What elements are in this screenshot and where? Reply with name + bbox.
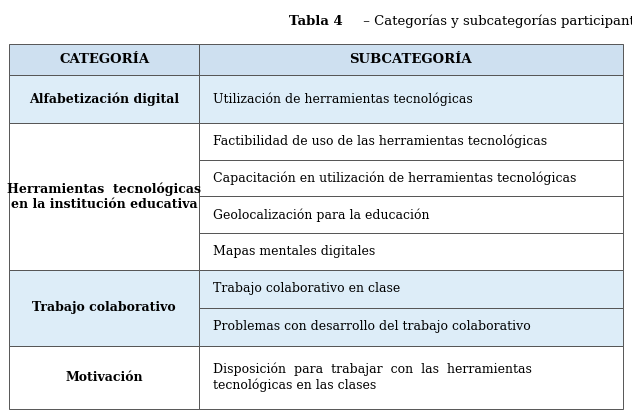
Text: Capacitación en utilización de herramientas tecnológicas: Capacitación en utilización de herramien… [213,171,576,185]
Bar [199,123,623,160]
Bar [9,346,199,409]
Bar [9,44,199,75]
Text: CATEGORÍA: CATEGORÍA [59,53,149,66]
Text: Trabajo colaborativo: Trabajo colaborativo [32,301,176,314]
Text: Mapas mentales digitales: Mapas mentales digitales [213,245,375,258]
Text: Tabla 4: Tabla 4 [289,15,343,27]
Text: Factibilidad de uso de las herramientas tecnológicas: Factibilidad de uso de las herramientas … [213,135,547,149]
Text: – Categorías y subcategorías participantes D1 y D2 (Entrevista inicial).: – Categorías y subcategorías participant… [359,15,632,28]
Text: Trabajo colaborativo en clase: Trabajo colaborativo en clase [213,282,400,295]
Bar [199,346,623,409]
Bar [9,75,199,123]
Bar [199,75,623,123]
Text: Geolocalización para la educación: Geolocalización para la educación [213,208,430,222]
Text: Alfabetización digital: Alfabetización digital [29,92,179,106]
Bar [199,308,623,346]
Bar [199,270,623,308]
Bar [199,196,623,233]
Text: Herramientas  tecnológicas
en la institución educativa: Herramientas tecnológicas en la instituc… [8,182,201,211]
Bar [199,44,623,75]
Bar [199,233,623,270]
Bar [9,123,199,270]
Text: Disposición  para  trabajar  con  las  herramientas
tecnológicas en las clases: Disposición para trabajar con las herram… [213,363,532,392]
Text: Problemas con desarrollo del trabajo colaborativo: Problemas con desarrollo del trabajo col… [213,320,531,334]
Text: Utilización de herramientas tecnológicas: Utilización de herramientas tecnológicas [213,92,473,106]
Bar [9,270,199,346]
Bar [199,160,623,196]
Text: Motivación: Motivación [66,371,143,384]
Text: SUBCATEGORÍA: SUBCATEGORÍA [349,53,472,66]
